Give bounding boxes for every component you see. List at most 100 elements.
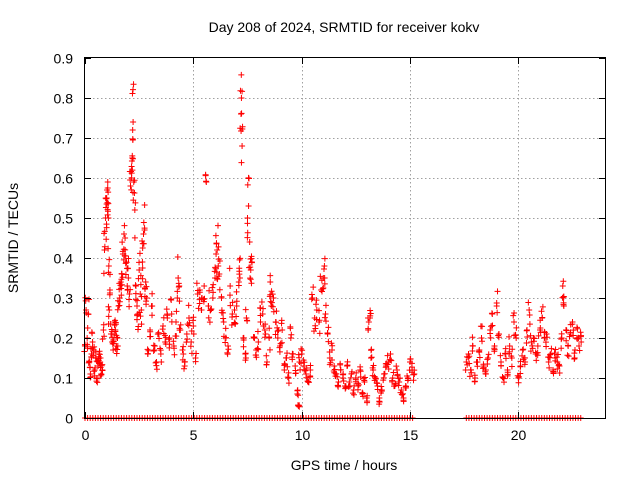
data-point xyxy=(482,366,489,373)
data-point xyxy=(231,307,238,313)
data-point xyxy=(118,285,125,292)
data-point xyxy=(97,355,104,362)
data-point xyxy=(534,343,541,349)
data-point xyxy=(97,372,104,379)
data-point xyxy=(220,309,227,316)
data-point xyxy=(206,319,213,326)
data-point xyxy=(185,302,192,309)
data-point xyxy=(238,111,244,117)
data-point xyxy=(236,271,243,278)
data-point xyxy=(132,296,139,303)
data-point xyxy=(513,335,520,341)
data-point xyxy=(287,325,294,332)
y-tick-label: 0.2 xyxy=(54,331,74,347)
data-point xyxy=(268,303,275,309)
data-point xyxy=(500,375,507,381)
data-point xyxy=(384,361,391,368)
data-point xyxy=(212,232,219,239)
data-point xyxy=(118,281,125,288)
data-point xyxy=(283,354,290,361)
data-point xyxy=(267,272,274,279)
data-point xyxy=(137,272,144,279)
data-point xyxy=(501,379,508,386)
data-point xyxy=(539,314,546,321)
data-point xyxy=(368,346,375,353)
data-point xyxy=(512,332,519,339)
data-point xyxy=(154,331,161,338)
data-point xyxy=(119,274,126,281)
data-point xyxy=(322,311,329,317)
y-tick-label: 0 xyxy=(65,411,73,427)
data-point xyxy=(232,320,239,327)
data-point xyxy=(476,354,483,361)
data-point xyxy=(209,284,216,291)
data-point xyxy=(210,289,217,296)
data-point xyxy=(564,342,571,349)
data-point xyxy=(123,259,130,266)
data-point xyxy=(180,343,187,350)
data-point xyxy=(161,332,168,339)
data-point xyxy=(370,362,377,369)
data-point xyxy=(535,332,542,339)
data-point xyxy=(233,298,240,305)
data-point xyxy=(120,246,127,253)
data-point xyxy=(391,383,398,390)
data-point xyxy=(226,265,233,272)
data-point xyxy=(104,179,111,185)
data-point xyxy=(495,334,502,341)
data-point xyxy=(122,246,129,253)
data-point xyxy=(142,279,149,285)
data-point xyxy=(259,311,266,317)
y-tick-label: 0.3 xyxy=(54,291,74,307)
data-point xyxy=(149,290,156,297)
data-point xyxy=(367,312,374,319)
data-point xyxy=(531,338,538,345)
data-point xyxy=(240,336,247,343)
data-point xyxy=(270,295,277,301)
data-point xyxy=(497,362,504,369)
data-point xyxy=(86,358,93,365)
data-point xyxy=(538,308,545,315)
data-point xyxy=(103,236,110,243)
data-point xyxy=(245,203,252,209)
data-point xyxy=(478,335,485,341)
data-point xyxy=(128,163,135,170)
data-point xyxy=(408,364,415,371)
data-point xyxy=(504,369,511,376)
data-point xyxy=(124,265,131,272)
data-point xyxy=(296,402,303,409)
data-point xyxy=(324,330,331,337)
data-point xyxy=(186,315,192,321)
data-point xyxy=(150,342,157,349)
data-point xyxy=(140,240,147,247)
data-point xyxy=(173,319,179,325)
data-point xyxy=(104,206,111,213)
data-point xyxy=(125,275,132,281)
data-point xyxy=(214,222,221,229)
data-point xyxy=(462,367,469,374)
data-point xyxy=(307,374,314,381)
data-point xyxy=(320,284,327,291)
data-point xyxy=(117,282,124,289)
data-point xyxy=(192,358,199,365)
data-point xyxy=(91,343,98,350)
data-point xyxy=(101,230,108,237)
data-point xyxy=(266,333,273,340)
data-point xyxy=(247,275,254,282)
data-point xyxy=(270,308,277,315)
data-point xyxy=(174,254,181,261)
data-point xyxy=(254,345,261,352)
data-point xyxy=(367,307,374,314)
data-point xyxy=(274,335,281,341)
data-point xyxy=(285,380,292,387)
data-point xyxy=(519,347,526,353)
data-point xyxy=(255,339,262,345)
data-point xyxy=(174,295,181,302)
data-point xyxy=(560,294,567,301)
data-point xyxy=(136,250,143,257)
data-point xyxy=(405,375,412,382)
data-point xyxy=(510,312,517,319)
data-point xyxy=(340,371,347,378)
data-point xyxy=(469,334,476,341)
data-point xyxy=(208,305,215,312)
